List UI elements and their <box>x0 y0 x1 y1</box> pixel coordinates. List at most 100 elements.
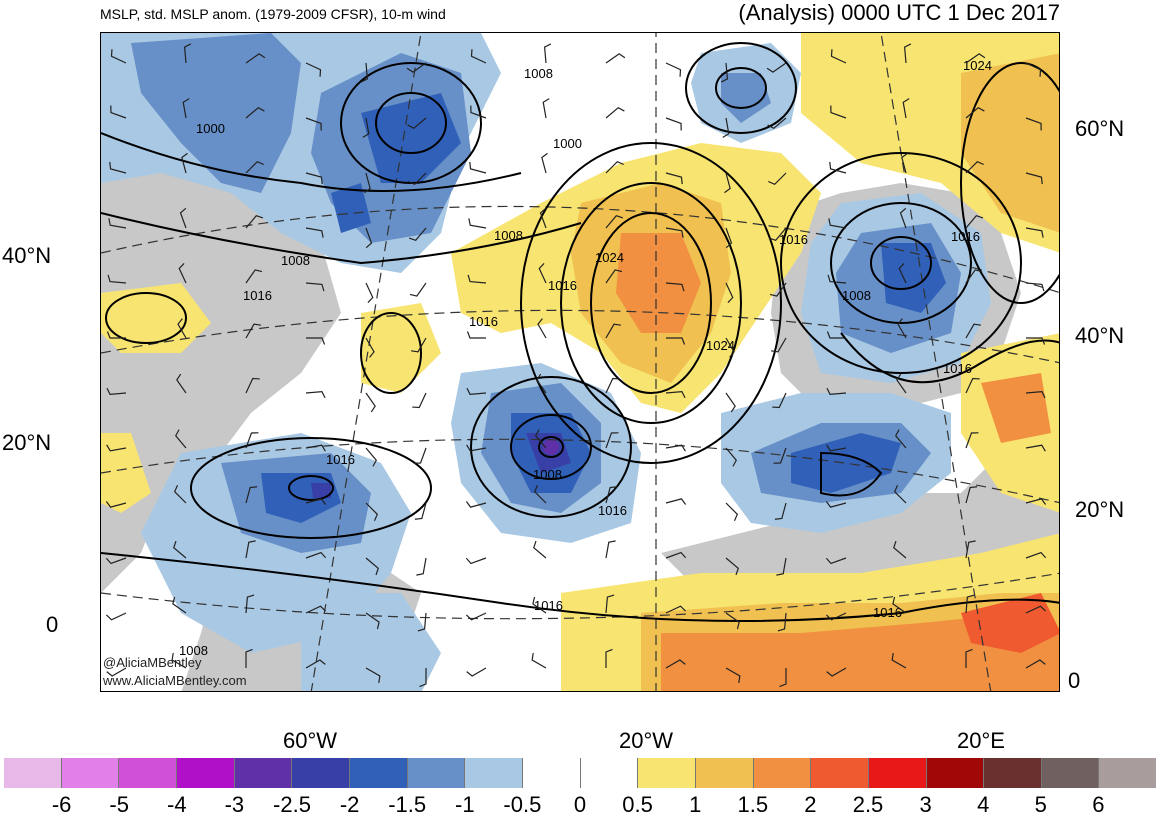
credit-website: www.AliciaMBentley.com <box>103 673 247 688</box>
lat-label-left-20n: 20°N <box>2 430 52 455</box>
wind-barb <box>665 62 682 77</box>
wind-barb <box>666 337 686 345</box>
wind-barb <box>605 215 624 229</box>
wind-barb <box>465 501 487 508</box>
wind-barb <box>413 447 427 464</box>
wind-barb <box>826 667 847 677</box>
wind-barb <box>891 652 907 669</box>
wind-barb <box>665 444 686 452</box>
wind-barb <box>903 43 912 64</box>
colorbar-tick-label: 6 <box>1092 792 1105 817</box>
wind-barb <box>774 502 787 520</box>
wind-barb <box>106 331 126 339</box>
wind-barb <box>772 392 787 409</box>
wind-barb <box>531 652 547 669</box>
wind-barb <box>605 323 622 339</box>
map-panel: 1000 1008 1016 1008 1016 1008 1000 1008 … <box>100 32 1060 692</box>
wind-barb <box>768 227 787 241</box>
wind-barb <box>183 43 192 64</box>
wind-barb <box>305 605 326 614</box>
colorbar-tick-label: 0.5 <box>622 792 653 817</box>
wind-barb <box>965 323 982 339</box>
wind-barb <box>410 337 427 353</box>
wind-barb <box>1025 227 1044 238</box>
wind-barb <box>825 501 847 508</box>
negative-anomalies <box>101 33 991 691</box>
isobar-label: 1008 <box>533 467 562 482</box>
colorbar-tick-label: -6 <box>51 792 72 817</box>
map-title-variables: MSLP, std. MSLP anom. (1979-2009 CFSR), … <box>100 6 446 22</box>
wind-barb <box>532 596 547 614</box>
wind-barb <box>725 447 738 467</box>
wind-barb <box>894 429 907 449</box>
wind-barb <box>665 390 686 399</box>
wind-barb <box>826 612 847 621</box>
wind-barb <box>466 387 487 396</box>
colorbar-tick-label: -4 <box>167 792 187 817</box>
wind-barb <box>468 218 487 229</box>
wind-barb <box>825 557 847 565</box>
colorbar-tick-label: 2.5 <box>852 792 884 817</box>
wind-barb <box>828 218 847 229</box>
wind-barb <box>362 117 370 138</box>
wind-barb <box>466 667 487 677</box>
wind-barb <box>1025 551 1047 559</box>
wind-barb <box>106 612 127 621</box>
wind-barb <box>245 486 258 504</box>
wind-barb <box>245 540 256 559</box>
wind-barb <box>105 557 127 565</box>
wind-barb <box>245 594 255 614</box>
colorbar-swatch <box>176 758 235 788</box>
lat-label-right-20n: 20°N <box>1075 497 1125 522</box>
wind-barb <box>534 429 547 449</box>
wind-barb <box>893 540 907 559</box>
colorbar-tick-labels: -6 -5 -4 -3 -2.5 -2 -1.5 -1 -0.5 0 0.5 1 1.5 2 2.5 3 4 5 6 <box>0 792 1160 817</box>
isobars <box>101 42 1059 622</box>
wind-barb <box>305 282 325 292</box>
wind-barb <box>174 429 187 449</box>
wind-barb <box>466 444 487 452</box>
wind-barb <box>766 62 787 73</box>
isobar-label: 1008 <box>281 253 310 268</box>
lon-label-60w: 60°W <box>283 728 338 753</box>
isobar-label: 1008 <box>494 228 523 243</box>
wind-barb <box>605 160 624 174</box>
colorbar-swatch <box>407 758 466 788</box>
wind-barb <box>773 447 787 464</box>
wind-barb <box>1025 172 1043 185</box>
wind-barbs <box>105 43 1047 688</box>
wind-barb <box>536 373 547 394</box>
colorbar-tick-label: -2.5 <box>273 792 311 817</box>
wind-barb <box>965 540 976 559</box>
wind-barb <box>466 331 486 339</box>
wind-barb <box>305 62 322 77</box>
wind-barb <box>406 62 427 73</box>
wind-barb <box>305 498 327 505</box>
wind-barb <box>178 263 187 284</box>
wind-barb <box>466 612 487 621</box>
isobar-label: 1000 <box>196 121 225 136</box>
isobar-label: 1016 <box>326 452 355 467</box>
wind-barb <box>605 377 620 394</box>
wind-barb <box>419 668 427 688</box>
colorbar-swatch <box>984 758 1042 788</box>
wind-barb <box>305 227 324 238</box>
wind-barb <box>605 269 623 284</box>
isobar-label: 1016 <box>534 598 563 613</box>
colorbar-swatch <box>4 758 62 788</box>
isobar-labels: 1000 1008 1016 1008 1016 1008 1000 1008 … <box>179 58 992 658</box>
wind-barb <box>365 337 375 358</box>
colorbar-swatch <box>292 758 350 788</box>
wind-barb <box>365 667 381 684</box>
wind-barb <box>245 53 266 64</box>
wind-barb <box>665 659 686 669</box>
wind-barb <box>182 98 190 119</box>
wind-barb <box>830 105 847 119</box>
colorbar-swatch <box>868 758 927 788</box>
wind-barb <box>467 274 487 284</box>
wind-barb <box>605 594 615 614</box>
wind-barb <box>829 161 847 174</box>
wind-barb <box>1026 337 1046 345</box>
colorbar-tick-label: -5 <box>109 792 129 817</box>
colorbar-swatch <box>522 758 581 788</box>
